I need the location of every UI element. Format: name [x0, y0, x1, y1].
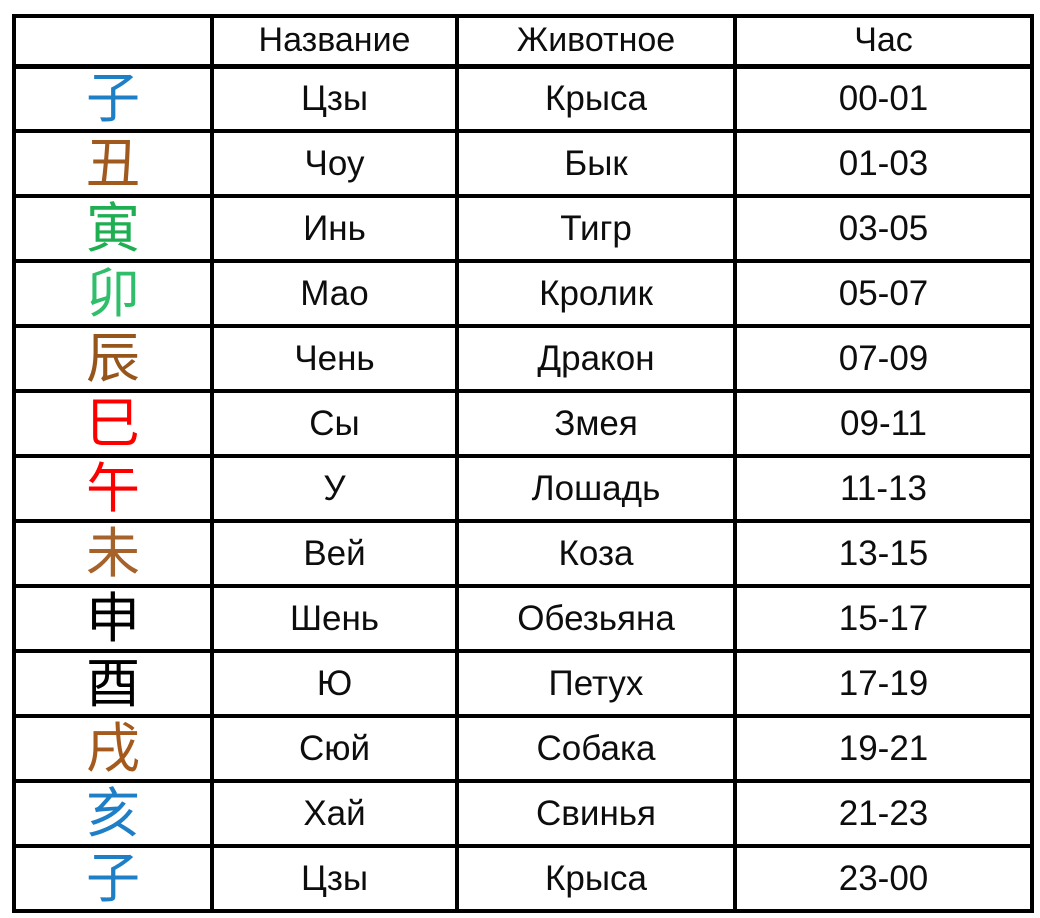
zodiac-animal: Змея: [455, 389, 737, 458]
table-row: 丑 Чоу Бык 01-03: [12, 129, 1034, 198]
zodiac-glyph: 亥: [12, 779, 214, 848]
zodiac-name: Шень: [210, 584, 459, 653]
table-row: 戌 Сюй Собака 19-21: [12, 714, 1034, 783]
zodiac-hour: 15-17: [733, 584, 1034, 653]
zodiac-hour: 05-07: [733, 259, 1034, 328]
zodiac-hour: 19-21: [733, 714, 1034, 783]
zodiac-animal: Тигр: [455, 194, 737, 263]
table-row: 酉 Ю Петух 17-19: [12, 649, 1034, 718]
zodiac-glyph: 酉: [12, 649, 214, 718]
table-row: 申 Шень Обезьяна 15-17: [12, 584, 1034, 653]
zodiac-name: Чоу: [210, 129, 459, 198]
zodiac-glyph: 卯: [12, 259, 214, 328]
zodiac-name: Цзы: [210, 844, 459, 913]
table-row: 卯 Мао Кролик 05-07: [12, 259, 1034, 328]
zodiac-glyph: 戌: [12, 714, 214, 783]
zodiac-glyph: 午: [12, 454, 214, 523]
zodiac-name: Ю: [210, 649, 459, 718]
zodiac-hour: 07-09: [733, 324, 1034, 393]
table-row: 亥 Хай Свинья 21-23: [12, 779, 1034, 848]
zodiac-hour: 11-13: [733, 454, 1034, 523]
table-row: 午 У Лошадь 11-13: [12, 454, 1034, 523]
zodiac-animal: Коза: [455, 519, 737, 588]
zodiac-animal: Крыса: [455, 64, 737, 133]
zodiac-name: Хай: [210, 779, 459, 848]
table-row: 寅 Инь Тигр 03-05: [12, 194, 1034, 263]
table-row: 未 Вей Коза 13-15: [12, 519, 1034, 588]
table-row: 巳 Сы Змея 09-11: [12, 389, 1034, 458]
header-name: Название: [210, 14, 459, 69]
zodiac-name: Цзы: [210, 64, 459, 133]
header-hour: Час: [733, 14, 1034, 69]
zodiac-glyph: 辰: [12, 324, 214, 393]
zodiac-animal: Дракон: [455, 324, 737, 393]
zodiac-hour: 00-01: [733, 64, 1034, 133]
zodiac-animal: Кролик: [455, 259, 737, 328]
header-glyph: [12, 14, 214, 69]
zodiac-glyph: 申: [12, 584, 214, 653]
zodiac-name: Мао: [210, 259, 459, 328]
table-row: 辰 Чень Дракон 07-09: [12, 324, 1034, 393]
zodiac-name: Сюй: [210, 714, 459, 783]
zodiac-hour: 23-00: [733, 844, 1034, 913]
zodiac-animal: Лошадь: [455, 454, 737, 523]
zodiac-animal: Обезьяна: [455, 584, 737, 653]
table-row: 子 Цзы Крыса 00-01: [12, 64, 1034, 133]
zodiac-animal: Собака: [455, 714, 737, 783]
zodiac-name: Вей: [210, 519, 459, 588]
zodiac-name: Сы: [210, 389, 459, 458]
zodiac-name: У: [210, 454, 459, 523]
zodiac-hour: 21-23: [733, 779, 1034, 848]
zodiac-glyph: 未: [12, 519, 214, 588]
zodiac-animal: Крыса: [455, 844, 737, 913]
zodiac-glyph: 子: [12, 844, 214, 913]
zodiac-hour: 17-19: [733, 649, 1034, 718]
zodiac-glyph: 巳: [12, 389, 214, 458]
zodiac-hours-table: Название Животное Час 子 Цзы Крыса 00-01 …: [12, 14, 1034, 913]
zodiac-animal: Бык: [455, 129, 737, 198]
zodiac-hour: 09-11: [733, 389, 1034, 458]
zodiac-animal: Свинья: [455, 779, 737, 848]
header-animal: Животное: [455, 14, 737, 69]
table-row: 子 Цзы Крыса 23-00: [12, 844, 1034, 913]
zodiac-glyph: 丑: [12, 129, 214, 198]
zodiac-glyph: 寅: [12, 194, 214, 263]
zodiac-hour: 01-03: [733, 129, 1034, 198]
zodiac-hour: 03-05: [733, 194, 1034, 263]
zodiac-name: Чень: [210, 324, 459, 393]
header-row: Название Животное Час: [12, 14, 1034, 69]
zodiac-animal: Петух: [455, 649, 737, 718]
zodiac-hour: 13-15: [733, 519, 1034, 588]
zodiac-name: Инь: [210, 194, 459, 263]
zodiac-glyph: 子: [12, 64, 214, 133]
